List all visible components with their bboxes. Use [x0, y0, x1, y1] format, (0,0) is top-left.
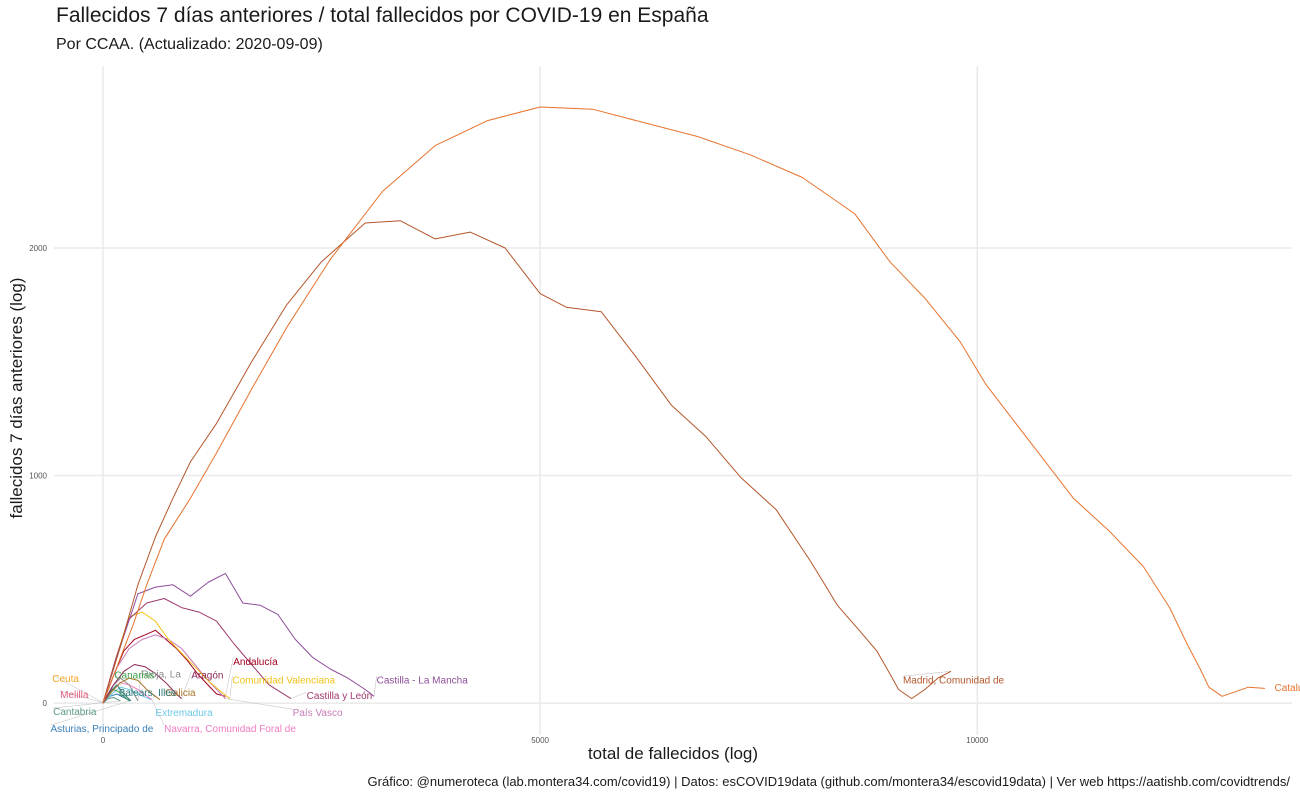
series-line-pais-vasco [102, 634, 226, 704]
y-tick-label: 2000 [29, 244, 47, 253]
x-tick-label: 5000 [531, 736, 549, 745]
series-label-extremadura: Extremadura [155, 708, 213, 719]
series-label-asturias-principado-de: Asturias, Principado de [51, 724, 154, 735]
leader-line-pais-vasco [225, 698, 293, 710]
chart-subtitle: Por CCAA. (Actualizado: 2020-09-09) [56, 36, 323, 53]
x-axis-label: total de fallecidos (log) [587, 744, 759, 763]
leader-line-aragon [181, 671, 192, 699]
leader-line-castilla-la-mancha [373, 676, 377, 697]
series-label-comunidad-valenciana: Comunidad Valenciana [232, 675, 335, 686]
x-tick-label: 10000 [966, 736, 989, 745]
series-label-melilla: Melilla [60, 690, 89, 701]
y-tick-label: 1000 [29, 472, 47, 481]
series-label-andalucia: Andalucía [233, 657, 278, 668]
axis-ticks: 0 5000 10000 0 1000 2000 [29, 244, 989, 745]
series-label-navarra-comunidad-foral-de: Navarra, Comunidad Foral de [164, 724, 296, 735]
series-label-canarias: Canarias [114, 671, 154, 682]
series-lines [102, 106, 1265, 704]
series-label-rioja-la: Rioja, La [141, 670, 181, 681]
series-line-aragon [102, 664, 182, 704]
series-line-andalucia [102, 629, 226, 704]
series-label-cantabria: Cantabria [53, 707, 97, 718]
series-label-castilla-y-leon: Castilla y León [307, 691, 373, 702]
leader-line-asturias-principado-de [50, 700, 131, 726]
chart-caption: Gráfico: @numeroteca (lab.montera34.com/… [367, 774, 1290, 789]
series-label-galicia: Galicia [165, 688, 196, 699]
leader-line-castilla-y-leon [290, 691, 307, 699]
series-line-cataluna [102, 106, 1265, 704]
series-label-cataluna: Cataluña [1275, 683, 1300, 694]
series-label-aragon: Aragón [191, 671, 223, 682]
series-label-castilla-la-mancha: Castilla - La Mancha [377, 675, 469, 686]
series-line-extremadura [102, 686, 152, 704]
leader-line-rioja-la [137, 670, 142, 701]
leader-line-andalucia [225, 657, 234, 697]
series-line-castilla-la-mancha [102, 572, 375, 704]
series-label-balears-illes: Balears, Illes [119, 688, 176, 699]
series-label-ceuta: Ceuta [52, 674, 79, 685]
grid-lines [54, 66, 1292, 735]
series-line-galicia [102, 677, 161, 704]
leader-line-ceuta [52, 674, 104, 703]
leader-line-canarias [114, 671, 130, 701]
chart-title: Fallecidos 7 días anteriores / total fal… [56, 4, 709, 27]
leader-line-madrid-comunidad-de [902, 671, 952, 677]
label-leader-lines [50, 657, 952, 726]
y-tick-label: 0 [43, 699, 48, 708]
leader-line-cantabria [53, 700, 121, 709]
leader-line-navarra-comunidad-foral-de [151, 699, 165, 726]
leader-line-melilla [60, 690, 104, 703]
series-label-pais-vasco: País Vasco [293, 708, 343, 719]
series-labels: Cataluña Madrid, Comunidad de Castilla - L… [51, 657, 1300, 735]
series-label-madrid-comunidad-de: Madrid, Comunidad de [903, 675, 1005, 686]
x-tick-label: 0 [101, 736, 106, 745]
series-line-madrid-comunidad-de [102, 220, 952, 704]
leader-line-comunidad-valenciana [229, 676, 233, 699]
y-axis-label: fallecidos 7 días anteriores (log) [7, 277, 26, 519]
